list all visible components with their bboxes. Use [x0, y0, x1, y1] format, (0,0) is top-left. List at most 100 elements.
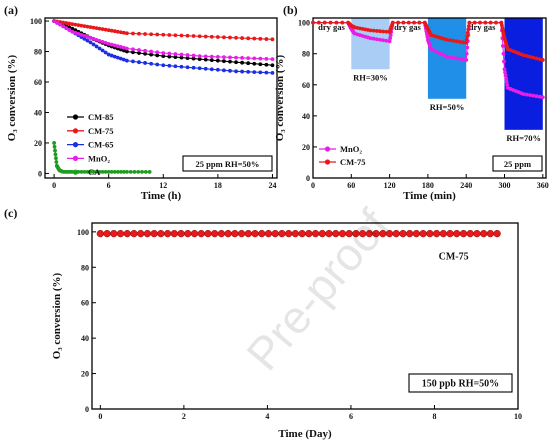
y-tick-label: 80 — [302, 50, 310, 59]
data-point — [190, 229, 199, 238]
condition-box-text: 25 ppm — [504, 159, 531, 169]
data-point — [322, 20, 327, 25]
legend-entry: CM-75 — [340, 157, 366, 167]
data-point — [106, 170, 111, 174]
data-point — [493, 229, 501, 238]
data-point — [480, 229, 488, 238]
data-point — [537, 94, 542, 99]
data-point — [167, 51, 172, 56]
rh-region-label: RH=30% — [353, 72, 388, 82]
data-point — [222, 55, 226, 60]
data-point — [103, 170, 108, 174]
legend-swatch-marker — [72, 155, 79, 161]
y-tick-label: 60 — [302, 81, 310, 90]
data-point — [137, 31, 141, 36]
data-point — [91, 25, 96, 30]
data-point — [185, 33, 190, 38]
data-point — [406, 229, 414, 238]
data-point — [503, 70, 507, 75]
y-tick-label: 100 — [30, 17, 42, 26]
x-tick-label: 6 — [349, 412, 353, 421]
data-point — [246, 69, 251, 74]
data-point — [132, 170, 137, 174]
legend-swatch-marker — [324, 159, 331, 165]
data-point — [378, 29, 382, 34]
data-point — [137, 229, 145, 238]
data-point — [502, 67, 507, 72]
data-point — [155, 32, 160, 37]
data-point — [85, 38, 90, 43]
data-point — [131, 50, 135, 55]
data-point — [378, 37, 382, 42]
x-tick-label: 18 — [214, 181, 222, 190]
data-point — [524, 92, 529, 97]
data-point — [197, 34, 202, 39]
data-point — [149, 52, 154, 57]
data-point — [58, 22, 63, 27]
dry-gas-label: dry gas — [318, 22, 345, 32]
data-point — [209, 34, 214, 39]
data-point — [143, 32, 147, 36]
rh-region-label: RH=50% — [430, 102, 465, 112]
data-point — [115, 29, 120, 34]
data-point — [258, 229, 266, 238]
series-label: CM-75 — [439, 252, 469, 263]
data-point — [54, 156, 58, 161]
data-point — [109, 28, 114, 33]
data-point — [488, 20, 493, 25]
data-point — [270, 57, 275, 62]
data-point — [177, 229, 185, 238]
data-point — [197, 57, 202, 62]
data-point — [244, 229, 252, 238]
data-point — [73, 30, 78, 35]
data-point — [185, 53, 190, 57]
data-point — [388, 33, 393, 37]
data-point — [528, 54, 532, 59]
data-point — [52, 19, 56, 23]
plot-frame — [91, 222, 519, 410]
y-tick-label: 40 — [81, 334, 89, 343]
data-point — [76, 23, 81, 28]
data-point — [464, 58, 469, 62]
data-point — [270, 63, 275, 68]
data-point — [131, 31, 135, 36]
data-point — [130, 229, 138, 238]
data-point — [85, 34, 90, 39]
data-point — [88, 25, 93, 30]
data-point — [384, 29, 389, 34]
data-point — [425, 34, 430, 39]
data-point — [270, 37, 275, 42]
y-tick-label: 20 — [34, 139, 42, 148]
data-point — [124, 58, 129, 63]
data-point — [103, 50, 108, 55]
data-point — [203, 57, 208, 62]
data-point — [94, 37, 99, 42]
data-point — [466, 24, 471, 28]
data-point — [118, 170, 123, 174]
x-tick-label: 6 — [107, 181, 111, 190]
data-point — [305, 229, 313, 238]
panel-label: (a) — [4, 3, 18, 17]
data-point — [161, 54, 166, 58]
data-point — [197, 66, 202, 71]
data-point — [91, 170, 96, 174]
data-point — [54, 160, 59, 164]
plot-frame — [44, 17, 278, 179]
data-point — [173, 55, 178, 60]
data-point — [179, 52, 184, 57]
y-axis-title: O₃ conversion (%) — [51, 272, 63, 359]
data-point — [231, 229, 239, 238]
data-point — [461, 40, 465, 45]
data-point — [97, 46, 102, 51]
data-point — [88, 170, 93, 174]
data-point — [454, 39, 459, 44]
data-point — [445, 54, 449, 59]
rh-region-label: RH=70% — [506, 133, 541, 143]
data-point — [52, 144, 57, 149]
data-point — [179, 64, 184, 69]
data-point — [472, 20, 477, 25]
data-point — [96, 229, 105, 238]
data-point — [459, 229, 468, 238]
data-point — [191, 34, 196, 38]
dry-gas-label: dry gas — [469, 22, 496, 32]
